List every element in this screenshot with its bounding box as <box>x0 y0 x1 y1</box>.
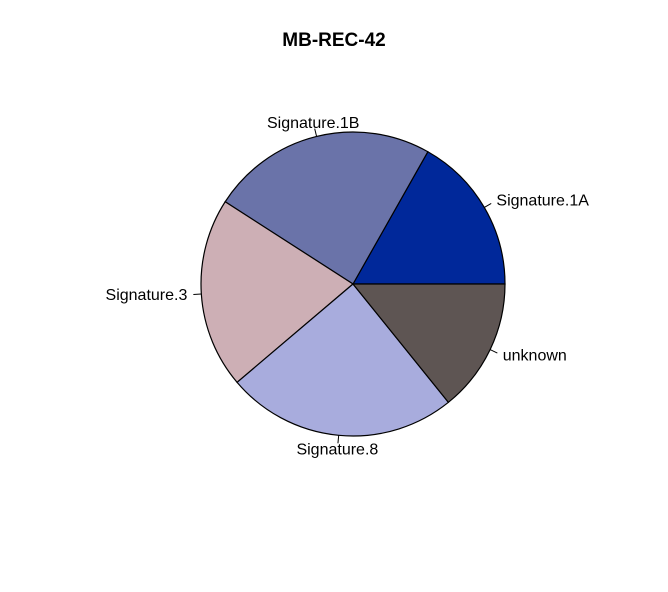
pie-slice-signature-8 <box>236 283 450 437</box>
pie-slice-signature-1a <box>351 150 506 285</box>
pie-label-tick <box>489 349 498 354</box>
pie-label: Signature.1A <box>496 192 589 209</box>
pie-label: Signature.3 <box>106 287 188 304</box>
pie-label-tick <box>193 293 202 296</box>
pie-label-tick <box>314 128 318 137</box>
pie-label: unknown <box>503 348 567 365</box>
pie-label-tick <box>484 202 492 208</box>
pie-slice-signature-3 <box>200 200 355 384</box>
pie-label-tick <box>337 435 340 444</box>
chart-title: MB-REC-42 <box>282 30 386 51</box>
pie-label: Signature.8 <box>296 441 378 458</box>
pie-slice-signature-1b <box>224 131 429 285</box>
pie-label: Signature.1B <box>267 115 360 132</box>
